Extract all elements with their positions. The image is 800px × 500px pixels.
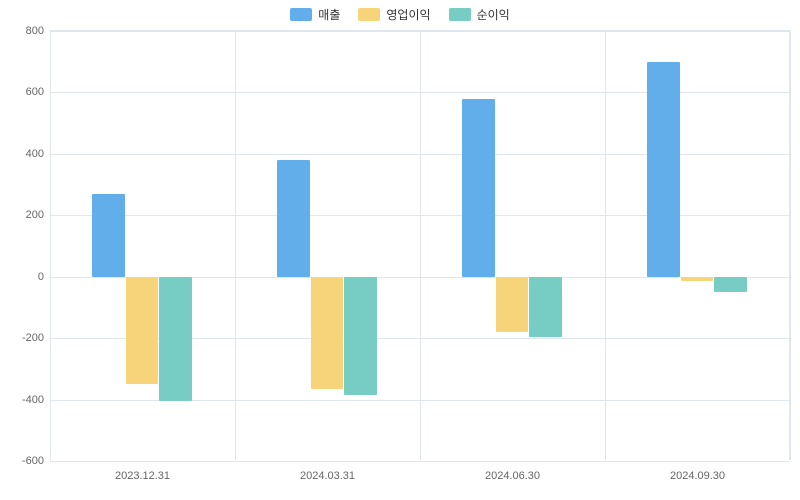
y-axis-label: 400 xyxy=(10,148,44,160)
legend-item-2[interactable]: 순이익 xyxy=(449,6,510,23)
bar[interactable] xyxy=(462,99,495,277)
legend-label: 영업이익 xyxy=(386,6,430,23)
plot-area: -600-400-20002004006008002023.12.312024.… xyxy=(50,30,790,460)
legend-label: 순이익 xyxy=(477,6,510,23)
legend: 매출 영업이익 순이익 xyxy=(0,6,800,23)
bar[interactable] xyxy=(496,277,529,332)
gridline-x xyxy=(420,31,421,460)
bar[interactable] xyxy=(529,277,562,337)
bar[interactable] xyxy=(92,194,125,277)
legend-item-1[interactable]: 영업이익 xyxy=(358,6,430,23)
legend-label: 매출 xyxy=(318,6,340,23)
x-axis-label: 2024.06.30 xyxy=(485,470,540,482)
bar[interactable] xyxy=(714,277,747,292)
gridline-y xyxy=(50,461,789,462)
gridline-x xyxy=(50,31,51,460)
bar[interactable] xyxy=(277,160,310,277)
bar[interactable] xyxy=(681,277,714,282)
y-axis-label: 800 xyxy=(10,25,44,37)
legend-swatch xyxy=(358,8,380,21)
gridline-x xyxy=(235,31,236,460)
y-axis-label: 0 xyxy=(10,271,44,283)
y-axis-label: -200 xyxy=(10,332,44,344)
gridline-x xyxy=(605,31,606,460)
bar[interactable] xyxy=(647,62,680,277)
x-axis-label: 2024.09.30 xyxy=(670,470,725,482)
bar[interactable] xyxy=(159,277,192,401)
bar[interactable] xyxy=(344,277,377,395)
y-axis-label: 200 xyxy=(10,209,44,221)
y-axis-label: -600 xyxy=(10,455,44,467)
x-axis-label: 2023.12.31 xyxy=(115,470,170,482)
x-axis-label: 2024.03.31 xyxy=(300,470,355,482)
legend-swatch xyxy=(290,8,312,21)
legend-swatch xyxy=(449,8,471,21)
legend-item-0[interactable]: 매출 xyxy=(290,6,340,23)
y-axis-label: 600 xyxy=(10,86,44,98)
bar[interactable] xyxy=(126,277,159,385)
gridline-x xyxy=(790,31,791,460)
y-axis-label: -400 xyxy=(10,394,44,406)
bar-chart: 매출영업이익순이익 -600-400-20002004006008002023.… xyxy=(0,0,800,500)
bar[interactable] xyxy=(311,277,344,389)
